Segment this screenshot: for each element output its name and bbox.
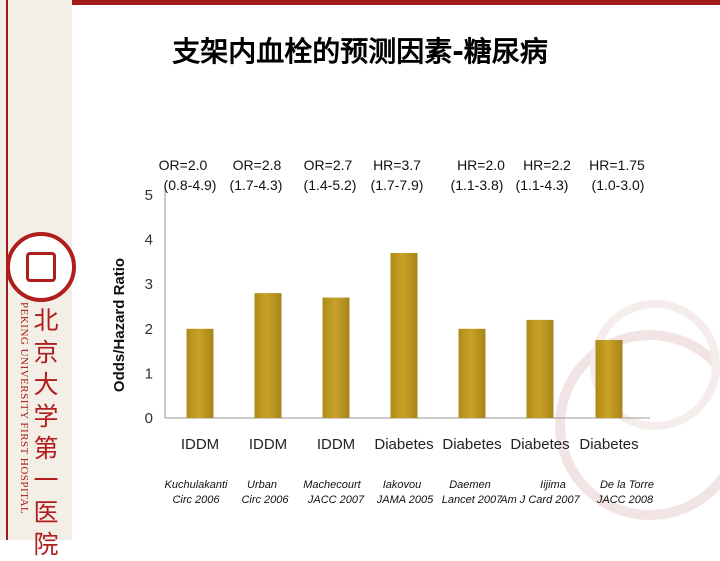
hospital-name-cn-char: 一 xyxy=(33,466,59,495)
value-label: OR=2.8 xyxy=(233,157,282,173)
hospital-name-cn: 北京大学第一医院 xyxy=(28,305,64,561)
x-tick-label: Diabetes xyxy=(579,436,638,453)
source-journal: Am J Card 2007 xyxy=(499,494,580,506)
x-tick-label: Diabetes xyxy=(510,436,569,453)
bar xyxy=(526,319,554,418)
bar xyxy=(322,297,350,418)
source-journal: Circ 2006 xyxy=(172,494,220,506)
source-author: De la Torre xyxy=(600,479,654,491)
slide-title: 支架内血栓的预测因素-糖尿病 xyxy=(172,35,548,68)
bar xyxy=(595,339,623,418)
value-label: OR=2.7 xyxy=(304,157,353,173)
source-author: Machecourt xyxy=(303,479,361,491)
value-label: HR=1.75 xyxy=(589,157,645,173)
ci-label: (0.8-4.9) xyxy=(164,177,217,193)
hospital-name-en: PEKING UNIVERSITY FIRST HOSPITAL xyxy=(18,302,30,515)
source-journal: JACC 2008 xyxy=(596,494,654,506)
y-axis-title: Odds/Hazard Ratio xyxy=(111,258,128,392)
source-journal: Circ 2006 xyxy=(241,494,289,506)
hospital-name-cn-char: 北 xyxy=(33,306,59,335)
source-author: Iijima xyxy=(540,479,566,491)
source-author: Iakovou xyxy=(383,479,422,491)
bar-chart: 0 1 2 3 4 5 Odds/Hazard Ratio IDDM IDDM IDDM Diabe… xyxy=(111,157,654,506)
ci-label: (1.7-7.9) xyxy=(371,177,424,193)
hospital-name-cn-char: 学 xyxy=(33,402,59,431)
x-tick-label: IDDM xyxy=(249,436,287,453)
y-tick-label: 5 xyxy=(145,187,153,204)
source-journal: JACC 2007 xyxy=(307,494,365,506)
x-tick-label: Diabetes xyxy=(374,436,433,453)
bar xyxy=(186,328,214,418)
y-tick-label: 2 xyxy=(145,321,153,338)
hospital-name-cn-char: 京 xyxy=(33,338,59,367)
value-label: OR=2.0 xyxy=(159,157,208,173)
watermark-ring xyxy=(590,300,720,430)
source-author: Kuchulakanti xyxy=(165,479,229,491)
bar xyxy=(254,293,282,418)
source-author: Urban xyxy=(247,479,277,491)
source-author: Daemen xyxy=(449,479,491,491)
y-tick-label: 0 xyxy=(145,410,153,427)
hospital-name-cn-char: 第 xyxy=(33,434,59,463)
ci-label: (1.7-4.3) xyxy=(230,177,283,193)
seal-center-mark xyxy=(26,252,56,282)
source-journal: Lancet 2007 xyxy=(442,494,503,506)
bar xyxy=(390,252,418,418)
ci-label: (1.4-5.2) xyxy=(304,177,357,193)
hospital-seal-logo xyxy=(6,232,76,302)
ci-label: (1.1-4.3) xyxy=(516,177,569,193)
y-tick-label: 4 xyxy=(145,232,153,249)
ci-label: (1.0-3.0) xyxy=(592,177,645,193)
source-journal: JAMA 2005 xyxy=(376,494,434,506)
ci-label: (1.1-3.8) xyxy=(451,177,504,193)
bar xyxy=(458,328,486,418)
top-accent-band xyxy=(0,0,720,5)
value-label: HR=2.2 xyxy=(523,157,571,173)
hospital-name-cn-char: 医 xyxy=(33,498,59,527)
x-tick-label: Diabetes xyxy=(442,436,501,453)
x-tick-label: IDDM xyxy=(317,436,355,453)
hospital-name-cn-char: 大 xyxy=(33,370,59,399)
x-tick-label: IDDM xyxy=(181,436,219,453)
value-label: HR=2.0 xyxy=(457,157,505,173)
value-label: HR=3.7 xyxy=(373,157,421,173)
y-tick-label: 3 xyxy=(145,276,153,293)
y-tick-label: 1 xyxy=(145,365,153,382)
